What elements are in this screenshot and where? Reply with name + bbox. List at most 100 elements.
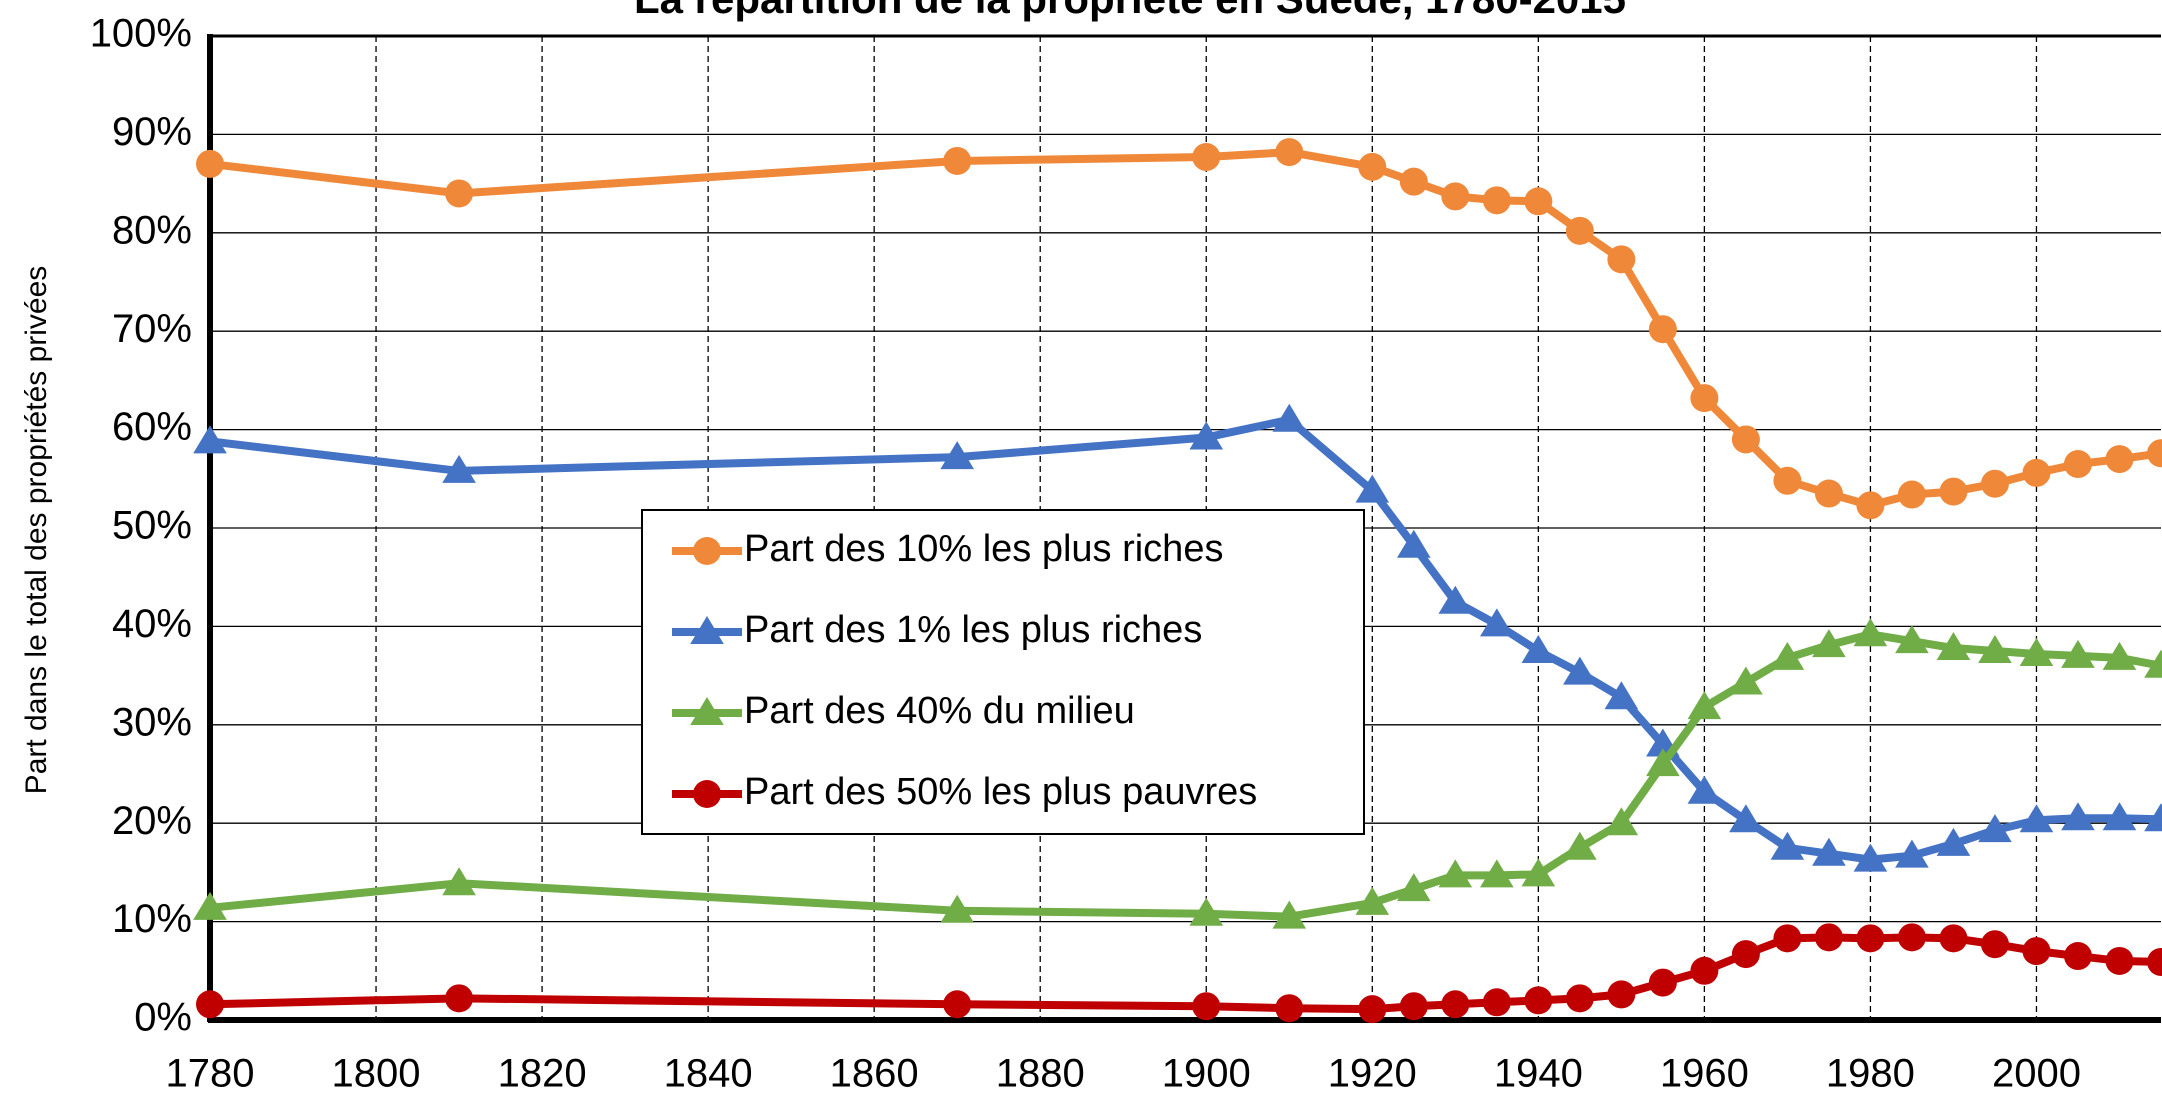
y-tick-label: 80% — [112, 208, 192, 252]
legend-marker — [693, 780, 721, 808]
marker — [1607, 980, 1636, 1009]
legend-label: Part des 10% les plus riches — [744, 528, 1223, 570]
marker — [1438, 585, 1473, 614]
marker — [442, 454, 476, 483]
x-tick-label: 1880 — [996, 1052, 1085, 1096]
marker — [1397, 873, 1431, 902]
marker — [2022, 937, 2051, 966]
marker — [1272, 403, 1307, 432]
marker — [1521, 635, 1556, 663]
x-tick-label: 1940 — [1494, 1052, 1583, 1096]
marker — [2019, 637, 2054, 666]
marker — [1690, 956, 1719, 985]
marker — [1524, 187, 1553, 216]
marker — [940, 441, 974, 470]
x-tick-label: 1820 — [498, 1052, 587, 1096]
x-tick-label: 1980 — [1826, 1052, 1915, 1096]
marker — [1399, 167, 1428, 196]
x-tick-label: 1840 — [664, 1052, 753, 1096]
y-tick-label: 30% — [112, 700, 192, 744]
y-tick-label: 100% — [90, 12, 192, 56]
series-line — [209, 148, 2162, 510]
marker — [1482, 186, 1511, 215]
marker — [1980, 469, 2009, 498]
marker — [442, 867, 476, 896]
marker — [1897, 480, 1926, 509]
marker — [2102, 641, 2137, 670]
marker — [2019, 804, 2054, 833]
marker — [1731, 425, 1760, 454]
marker — [1607, 245, 1636, 274]
marker — [445, 179, 474, 208]
marker — [1939, 924, 1968, 953]
x-tick-label: 2000 — [1992, 1052, 2081, 1096]
marker — [1895, 839, 1929, 868]
marker — [1192, 143, 1221, 172]
marker — [1524, 986, 1553, 1015]
marker — [1480, 608, 1514, 637]
marker — [1978, 635, 2012, 663]
marker — [2102, 802, 2137, 831]
y-tick-label: 70% — [112, 307, 192, 351]
marker — [1565, 216, 1594, 245]
marker — [1853, 618, 1888, 647]
series — [193, 403, 2162, 872]
x-tick-label: 1780 — [166, 1052, 255, 1096]
marker — [1189, 897, 1224, 926]
marker — [1770, 641, 1805, 670]
marker — [1565, 984, 1594, 1013]
marker — [943, 990, 972, 1019]
legend-marker — [690, 616, 724, 644]
marker — [1690, 384, 1719, 413]
legend-label: Part des 40% du milieu — [744, 690, 1135, 732]
y-axis-label: Part dans le total des propriétés privée… — [20, 266, 53, 795]
marker — [1604, 807, 1639, 836]
marker — [1604, 681, 1639, 710]
marker — [1812, 837, 1846, 866]
x-tick-label: 1900 — [1162, 1052, 1251, 1096]
y-tick-label: 40% — [112, 602, 192, 646]
marker — [1399, 992, 1428, 1021]
marker — [1275, 138, 1304, 167]
marker — [193, 891, 227, 920]
legend-marker — [693, 537, 721, 565]
marker — [1355, 474, 1390, 503]
marker — [2105, 946, 2134, 975]
marker — [1729, 666, 1763, 695]
marker — [1482, 988, 1511, 1017]
marker — [2063, 450, 2092, 479]
series — [196, 923, 2162, 1024]
series — [196, 138, 2162, 520]
marker — [1441, 182, 1470, 211]
legend-box — [641, 509, 1365, 835]
x-tick-label: 1800 — [332, 1052, 421, 1096]
marker — [1192, 992, 1221, 1021]
marker — [1648, 968, 1677, 997]
marker — [1480, 859, 1514, 888]
marker — [940, 894, 974, 923]
marker — [1646, 748, 1680, 777]
marker — [1980, 930, 2009, 959]
marker — [1773, 466, 1802, 495]
marker — [1729, 804, 1763, 833]
y-tick-label: 50% — [112, 504, 192, 548]
x-tick-label: 1960 — [1660, 1052, 1749, 1096]
marker — [1856, 491, 1885, 520]
marker — [193, 425, 227, 454]
marker — [1438, 859, 1473, 888]
marker — [196, 990, 224, 1019]
marker — [2144, 649, 2162, 678]
marker — [1939, 477, 1968, 506]
marker — [1856, 924, 1885, 953]
marker — [1936, 827, 1971, 856]
marker — [1853, 843, 1888, 872]
marker — [1521, 858, 1556, 887]
marker — [1355, 886, 1390, 915]
marker — [1812, 629, 1846, 658]
marker — [1687, 775, 1722, 804]
marker — [1358, 995, 1387, 1024]
y-tick-label: 20% — [112, 799, 192, 843]
x-tick-label: 1860 — [830, 1052, 919, 1096]
marker — [1770, 831, 1805, 860]
